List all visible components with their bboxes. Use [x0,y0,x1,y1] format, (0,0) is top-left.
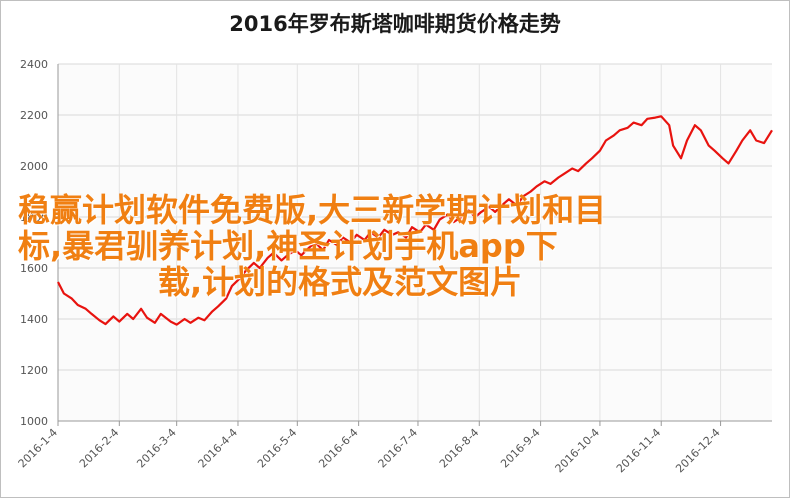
overlay-line-1: 稳赢计划软件免费版,大三新学期计划和目 [18,191,607,229]
x-tick-label: 2016-5-4 [255,426,300,471]
y-tick-label: 2400 [20,58,48,71]
watermark-overlay-text: 稳赢计划软件免费版,大三新学期计划和目 标,暴君驯养计划,神圣计划手机app下 … [18,192,778,300]
chart-title: 2016年罗布斯塔咖啡期货价格走势 [229,12,561,36]
overlay-line-2: 标,暴君驯养计划,神圣计划手机app下 [18,227,558,265]
x-tick-label: 2016-3-4 [134,426,179,471]
y-tick-label: 1200 [20,364,48,377]
x-tick-label: 2016-1-4 [16,426,61,471]
x-tick-label: 2016-8-4 [437,426,482,471]
y-tick-label: 1800 [20,211,48,224]
y-tick-label: 2200 [20,109,48,122]
y-tick-label: 2000 [20,160,48,173]
x-tick-label: 2016-6-4 [316,426,361,471]
x-tick-label: 2016-11-4 [614,426,663,475]
x-tick-label: 2016-10-4 [553,426,602,475]
series-line [57,115,773,326]
x-tick-label: 2016-4-4 [196,426,241,471]
y-tick-label: 1600 [20,262,48,275]
x-tick-label: 2016-12-4 [673,426,722,475]
x-tick-label: 2016-7-4 [376,426,421,471]
x-tick-label: 2016-9-4 [498,426,543,471]
y-tick-label: 1000 [20,415,48,428]
x-tick-label: 2016-2-4 [77,426,122,471]
overlay-line-3: 载,计划的格式及范文图片 [158,263,523,301]
y-tick-label: 1400 [20,313,48,326]
